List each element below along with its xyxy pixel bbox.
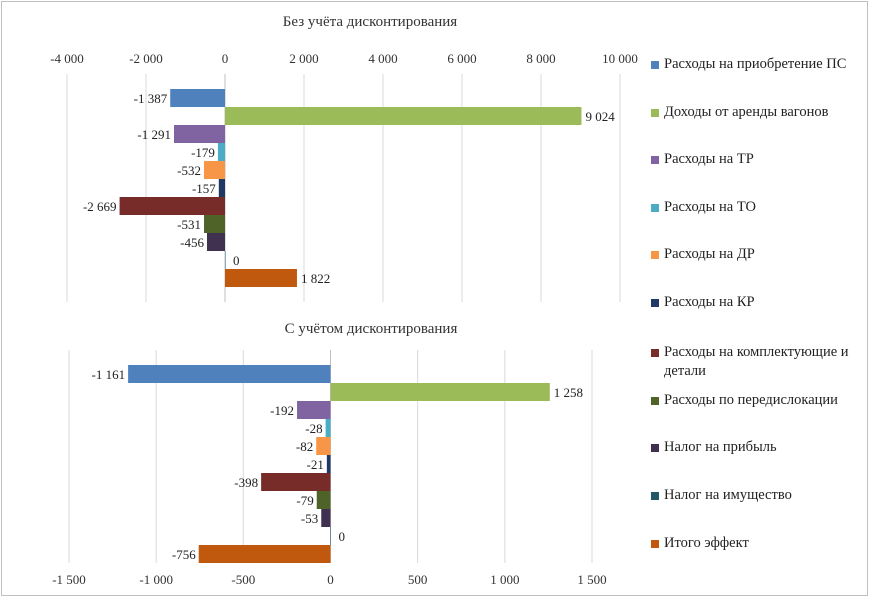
x-tick-label: 1 000: [490, 572, 519, 587]
x-tick-label: 2 000: [289, 51, 318, 66]
legend-swatch: [651, 61, 659, 69]
bar: [204, 215, 225, 233]
legend-item: Расходы по передислокации: [651, 391, 866, 410]
chart-title: С учётом дисконтирования: [285, 321, 458, 337]
x-tick-label: 10 000: [602, 51, 638, 66]
legend-swatch: [651, 251, 659, 259]
legend-label: Налог на прибыль: [664, 439, 777, 455]
x-tick-label: -2 000: [129, 51, 163, 66]
bar: [206, 233, 225, 251]
data-label: 1 258: [554, 385, 583, 400]
x-tick-label: 1 500: [577, 572, 606, 587]
legend-item: Налог на прибыль: [651, 438, 866, 457]
legend-label: Расходы на ТР: [664, 151, 754, 167]
legend-item: Расходы на комплектующие и детали: [651, 343, 866, 381]
x-tick-label: 6 000: [447, 51, 476, 66]
data-label: -53: [301, 511, 318, 526]
legend-swatch: [651, 204, 659, 212]
legend-swatch: [651, 492, 659, 500]
data-label: -157: [192, 181, 216, 196]
bar: [330, 527, 331, 545]
legend-swatch: [651, 299, 659, 307]
x-tick-label: -4 000: [50, 51, 84, 66]
bar: [325, 419, 331, 437]
legend-label: Расходы на комплектующие и детали: [664, 344, 849, 379]
legend-item: Расходы на ТО: [651, 198, 866, 217]
data-label: -756: [172, 547, 196, 562]
bar: [174, 125, 225, 143]
bar: [217, 143, 225, 161]
x-tick-label: -500: [231, 572, 255, 587]
legend-swatch: [651, 156, 659, 164]
x-tick-label: 0: [222, 51, 229, 66]
bar: [119, 197, 225, 215]
legend-swatch: [651, 349, 659, 357]
legend-label: Итого эффект: [664, 535, 749, 551]
data-label: 1 822: [301, 271, 330, 286]
legend-label: Доходы от аренды вагонов: [664, 104, 829, 120]
chart-title: Без учёта дисконтирования: [283, 14, 458, 30]
legend-label: Расходы на ТО: [664, 199, 756, 215]
legend-item: Итого эффект: [651, 534, 866, 553]
legend-label: Налог на имущество: [664, 487, 792, 503]
legend-swatch: [651, 109, 659, 117]
x-tick-label: 8 000: [526, 51, 555, 66]
data-label: -1 387: [134, 91, 168, 106]
data-label: -192: [270, 403, 294, 418]
data-label: -28: [305, 421, 322, 436]
bar: [225, 107, 582, 125]
bar: [316, 491, 331, 509]
x-tick-label: 0: [327, 572, 334, 587]
legend-item: Расходы на приобретение ПС: [651, 55, 866, 74]
bar: [297, 401, 331, 419]
legend-label: Расходы по передислокации: [664, 392, 838, 408]
data-label: -179: [191, 145, 215, 160]
legend-label: Расходы на КР: [664, 294, 755, 310]
legend-swatch: [651, 444, 659, 452]
bar: [198, 545, 331, 563]
data-label: -1 161: [92, 367, 126, 382]
legend-swatch: [651, 540, 659, 548]
bar: [316, 437, 331, 455]
legend-label: Расходы на ДР: [664, 246, 755, 262]
legend-item: Расходы на ДР: [651, 245, 866, 264]
data-label: -82: [296, 439, 313, 454]
x-tick-label: 500: [408, 572, 428, 587]
legend-label: Расходы на приобретение ПС: [664, 56, 847, 72]
data-label: -532: [177, 163, 201, 178]
bar: [128, 365, 331, 383]
bar: [261, 473, 331, 491]
legend-swatch: [651, 397, 659, 405]
legend-item: Расходы на ТР: [651, 150, 866, 169]
bar: [203, 161, 225, 179]
data-label: -21: [306, 457, 323, 472]
legend-item: Налог на имущество: [651, 486, 866, 505]
legend-item: Расходы на КР: [651, 293, 866, 312]
bar: [330, 383, 550, 401]
data-label: -1 291: [137, 127, 171, 142]
data-label: -456: [180, 235, 204, 250]
x-tick-label: -1 500: [52, 572, 86, 587]
data-label: -2 669: [83, 199, 117, 214]
bar: [170, 89, 225, 107]
data-label: -398: [234, 475, 258, 490]
data-label: 0: [339, 529, 346, 544]
data-label: 0: [233, 253, 240, 268]
bar: [326, 455, 331, 473]
x-tick-label: -1 000: [139, 572, 173, 587]
bar: [218, 179, 225, 197]
bar: [321, 509, 331, 527]
x-tick-label: 4 000: [368, 51, 397, 66]
bar: [225, 251, 226, 269]
data-label: 9 024: [585, 109, 615, 124]
data-label: -79: [296, 493, 313, 508]
data-label: -531: [177, 217, 201, 232]
legend-item: Доходы от аренды вагонов: [651, 103, 866, 122]
bar: [225, 269, 297, 287]
